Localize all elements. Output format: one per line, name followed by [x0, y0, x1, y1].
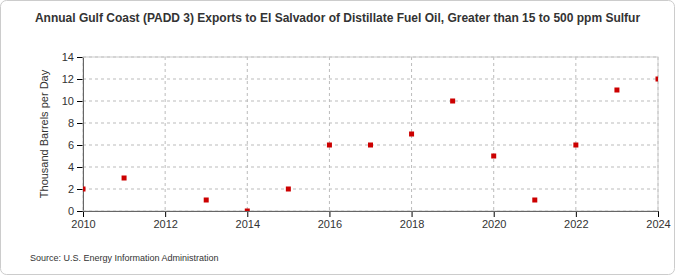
tick-mark: [77, 57, 83, 58]
background: [1, 1, 675, 275]
y-axis-title: Thousand Barrels per Day: [38, 69, 50, 198]
grid-line: [83, 167, 658, 168]
tick: 0: [68, 205, 83, 217]
tick: 10: [62, 95, 83, 107]
tick: 14: [62, 51, 83, 63]
tick: 2022: [564, 211, 588, 230]
tick-mark: [658, 211, 659, 217]
tick-label: 2: [68, 183, 74, 195]
tick-label: 12: [62, 73, 74, 85]
title: Annual Gulf Coast (PADD 3) Exports to El…: [35, 11, 641, 25]
grid-line: [493, 57, 494, 211]
tick: 2012: [153, 211, 177, 230]
chart: Annual Gulf Coast (PADD 3) Exports to El…: [0, 0, 675, 275]
tick-label: 2016: [318, 218, 342, 230]
tick: 2010: [71, 211, 95, 230]
tick-label: 2014: [236, 218, 260, 230]
plot-frame: [83, 57, 658, 211]
point: [491, 154, 496, 159]
tick-label: 10: [62, 95, 74, 107]
point: [368, 143, 373, 148]
tick-mark: [329, 211, 330, 217]
tick: 8: [68, 117, 83, 129]
tick: 6: [68, 139, 83, 151]
tick-mark: [77, 123, 83, 124]
tick-label: 2020: [482, 218, 506, 230]
tick-label: 2024: [646, 218, 670, 230]
tick-mark: [77, 189, 83, 190]
tick-label: 2022: [564, 218, 588, 230]
point: [409, 132, 414, 137]
point: [450, 99, 455, 104]
point: [614, 88, 619, 93]
y-axis: 0 2 4 6 8 10 12 14: [62, 51, 84, 217]
tick-label: 2012: [153, 218, 177, 230]
grid-line: [575, 57, 576, 211]
tick: 2020: [482, 211, 506, 230]
tick-mark: [77, 167, 83, 168]
grid-line: [83, 123, 658, 124]
point: [204, 198, 209, 203]
grid-line: [83, 101, 658, 102]
tick: 4: [68, 161, 83, 173]
point: [83, 187, 86, 192]
source: Source: U.S. Energy Information Administ…: [30, 253, 219, 263]
tick-label: 0: [68, 205, 74, 217]
tick-mark: [77, 101, 83, 102]
marks: [83, 77, 658, 212]
grid-line: [329, 57, 330, 211]
tick: 12: [62, 73, 83, 85]
tick: 2018: [400, 211, 424, 230]
tick: 2016: [318, 211, 342, 230]
tick: 2014: [236, 211, 260, 230]
tick-label: 4: [68, 161, 74, 173]
tick-mark: [494, 211, 495, 217]
point: [573, 143, 578, 148]
grid-line: [247, 57, 248, 211]
point: [245, 209, 250, 212]
tick-label: 2018: [400, 218, 424, 230]
point: [532, 198, 537, 203]
tick: 2: [68, 183, 83, 195]
tick-label: 6: [68, 139, 74, 151]
plot: 2010 2012 2014 2016 2018 2020 2022 2024 0 2 4 6 8 10 1…: [62, 51, 671, 230]
tick-mark: [77, 79, 83, 80]
tick-mark: [247, 211, 248, 217]
tick-label: 2010: [71, 218, 95, 230]
tick-mark: [165, 211, 166, 217]
point: [122, 176, 127, 181]
tick-mark: [412, 211, 413, 217]
grid-line: [83, 79, 658, 80]
tick-mark: [77, 145, 83, 146]
tick-label: 8: [68, 117, 74, 129]
point: [327, 143, 332, 148]
tick-label: 14: [62, 51, 74, 63]
tick: 2024: [646, 211, 670, 230]
point: [656, 77, 659, 82]
grid-line: [83, 189, 658, 190]
tick-mark: [77, 211, 83, 212]
tick-mark: [576, 211, 577, 217]
point: [286, 187, 291, 192]
x-axis: 2010 2012 2014 2016 2018 2020 2022 2024: [71, 211, 670, 230]
tick-mark: [83, 211, 84, 217]
grid: [83, 57, 658, 211]
grid-line: [165, 57, 166, 211]
